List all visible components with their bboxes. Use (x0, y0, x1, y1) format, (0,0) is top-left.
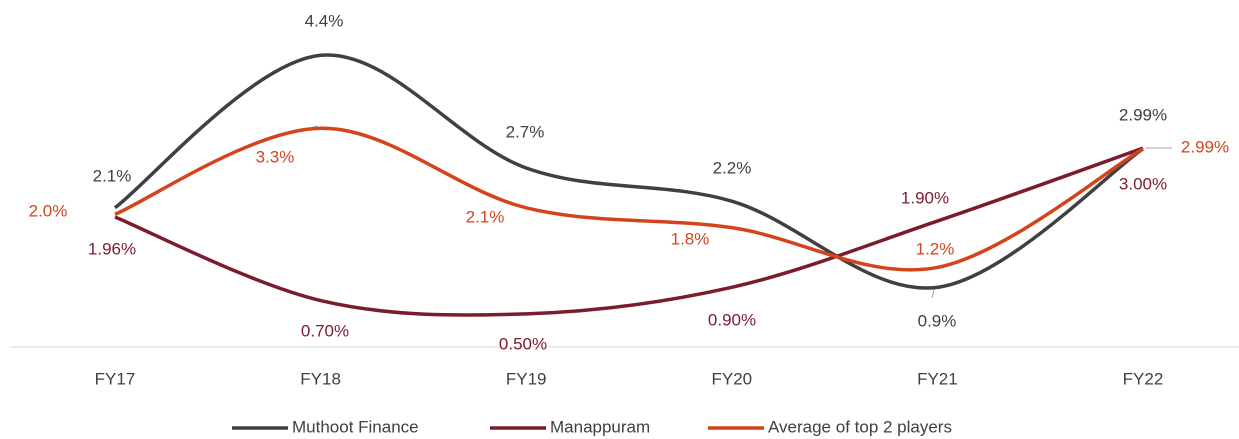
data-label: 1.2% (916, 239, 955, 258)
data-label: 1.90% (901, 188, 949, 207)
x-tick-label: FY21 (917, 369, 958, 388)
data-label: 0.50% (499, 334, 547, 353)
x-tick-label: FY17 (95, 369, 136, 388)
series-line (113, 53, 1144, 290)
data-label: 1.96% (88, 239, 136, 258)
x-tick-label: FY19 (506, 369, 547, 388)
data-label: 2.99% (1181, 137, 1229, 156)
data-label: 0.90% (708, 310, 756, 329)
data-label: 0.9% (918, 311, 957, 330)
data-label: 3.00% (1119, 174, 1167, 193)
data-label: 2.2% (713, 158, 752, 177)
series-line (114, 126, 1144, 272)
legend-label: Manappuram (550, 417, 650, 436)
data-label: 4.4% (305, 11, 344, 30)
x-tick-label: FY20 (711, 369, 752, 388)
data-label: 2.99% (1119, 105, 1167, 124)
data-label: 0.70% (301, 321, 349, 340)
x-tick-label: FY18 (300, 369, 341, 388)
data-label: 2.0% (29, 201, 68, 220)
x-tick-label: FY22 (1123, 369, 1164, 388)
legend-label: Average of top 2 players (768, 417, 952, 436)
data-label: 2.7% (506, 122, 545, 141)
data-label: 2.1% (466, 207, 505, 226)
data-label: 3.3% (256, 147, 295, 166)
data-label: 2.1% (93, 166, 132, 185)
legend-label: Muthoot Finance (292, 417, 419, 436)
series-line (114, 146, 1144, 317)
data-label: 1.8% (671, 229, 710, 248)
